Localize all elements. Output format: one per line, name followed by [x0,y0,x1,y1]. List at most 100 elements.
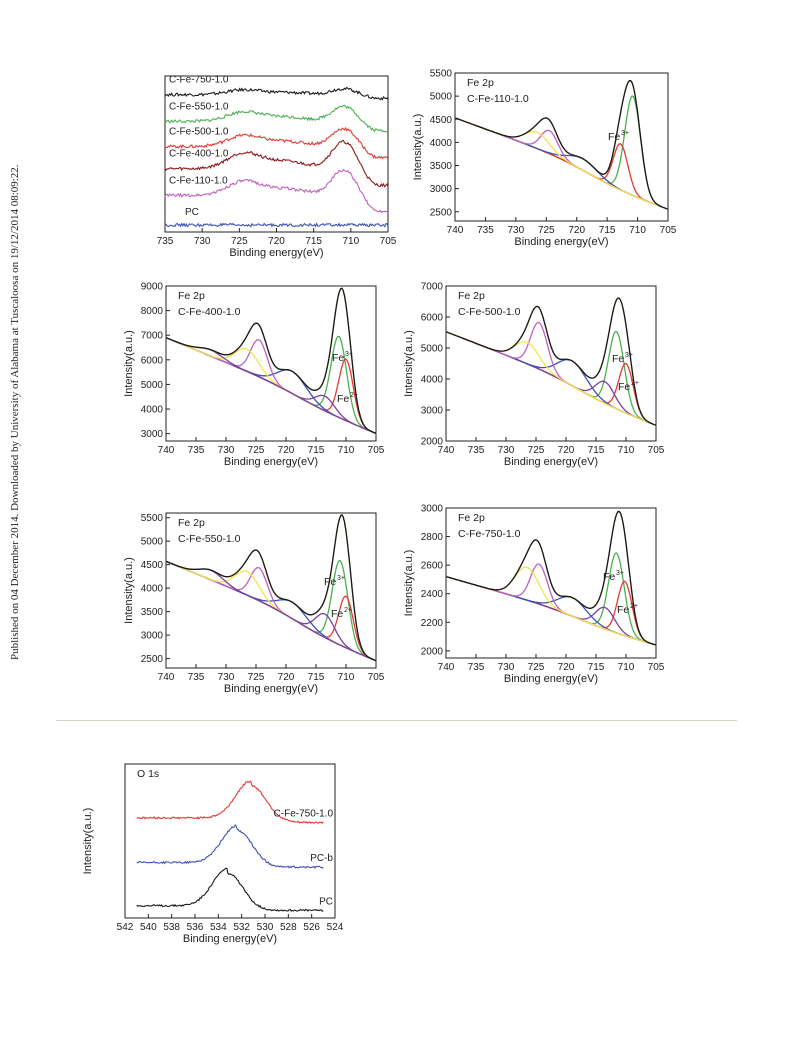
y-tick-label: 7000 [141,331,164,342]
y-tick-label: 4500 [141,560,164,571]
annotation-2plus: Fe [331,608,343,620]
series-line [164,86,389,101]
annotation-3plus-sup: 3+ [345,351,353,358]
annotation-2plus: Fe [618,381,630,393]
x-tick-label: 730 [218,445,235,456]
x-tick-label: 715 [305,236,322,247]
annotation-2plus-sup: 2+ [344,607,352,614]
x-tick-label: 735 [188,445,205,456]
annotation-2plus-sup: 2+ [630,603,638,610]
x-tick-label: 705 [368,445,385,456]
x-tick-label: 735 [477,225,494,236]
y-axis-title: Intensity(a.u.) [123,330,135,397]
x-tick-label: 720 [558,445,575,456]
x-tick-label: 725 [538,225,555,236]
series-line [164,169,389,214]
chart-fe2p-550: 740 735 730 725 720 715 710 705 Binding energy(e… [118,505,393,705]
x-tick-label: 735 [157,236,174,247]
x-tick-label: 735 [468,445,485,456]
chart-overview-svg: 735 730 725 720 715 710 705 Binding energy(eV) C… [157,75,397,259]
x-tick-label: 710 [618,445,635,456]
panel-subtitle: C-Fe-110-1.0 [467,93,529,105]
measured-spectrum [165,513,377,662]
panel-subtitle: C-Fe-550-1.0 [178,533,241,545]
y-tick-label: 2400 [421,589,444,600]
x-axis-title: Binding energy(eV) [229,247,323,259]
chart-fe2p-500-svg: 740 735 730 725 720 715 710 705 Binding energy(e… [403,282,665,469]
y-tick-label: 3000 [141,429,164,440]
panel-title: Fe 2p [178,290,205,302]
y-tick-label: 6000 [421,313,444,324]
background-line [454,117,669,210]
x-tick-label: 740 [438,445,455,456]
x-tick-label: 730 [194,236,211,247]
x-tick-label: 725 [231,236,248,247]
plot-frame [454,72,669,222]
fe3-2p12-component [454,117,669,210]
y-tick-label: 5000 [141,537,164,548]
fe2-component [454,117,669,210]
x-axis-title: Binding energy(eV) [504,456,598,468]
y-tick-label: 9000 [141,282,164,293]
y-tick-label: 3500 [430,161,453,172]
panel-title: Fe 2p [458,512,485,524]
y-tick-label: 5500 [430,69,453,80]
x-axis-title: Binding energy(eV) [183,933,277,945]
y-tick-label: 3000 [430,184,453,195]
chart-o1s: 542 540 538 536 534 532 530 528 526 524 Binding en… [82,758,365,963]
annotation-3plus-sup: 3+ [621,130,629,137]
chart-fe2p-750-svg: 740 735 730 725 720 715 710 705 Binding energy(e… [403,504,665,686]
chart-fe2p-400-svg: 740 735 730 725 720 715 710 705 Binding energy(e… [123,282,385,469]
annotation-2plus: Fe [617,604,629,616]
x-tick-label: 536 [187,922,204,933]
series-line [136,867,324,912]
y-axis-title: Intensity(a.u.) [403,550,415,617]
annotation-2plus-sup: 2+ [631,380,639,387]
annotation-3plus: Fe [332,352,344,364]
x-tick-label: 725 [528,445,545,456]
series-label: C-Fe-750-1.0 [274,809,334,820]
panel-title: Fe 2p [467,77,494,89]
x-tick-label: 524 [327,922,344,933]
x-tick-label: 730 [508,225,525,236]
chart-fe2p-110-svg: 740 735 730 725 720 715 710 705 Binding energy(e… [412,69,677,249]
series-line [164,139,389,188]
measured-spectrum [445,510,657,646]
x-tick-label: 538 [163,922,180,933]
x-tick-label: 725 [248,445,265,456]
x-axis-title: Binding energy(eV) [514,236,608,248]
x-tick-label: 740 [447,225,464,236]
y-tick-label: 3000 [141,631,164,642]
panel-subtitle: C-Fe-500-1.0 [458,306,521,318]
x-tick-label: 730 [498,662,515,673]
annotation-3plus-sup: 3+ [337,575,345,582]
x-tick-label: 710 [629,225,646,236]
side-note-text: Published on 04 December 2014. Downloade… [9,164,21,660]
y-axis-title: Intensity(a.u.) [82,808,94,875]
annotation-2plus-sup: 2+ [350,392,358,399]
x-tick-label: 725 [248,672,265,683]
x-tick-label: 720 [278,672,295,683]
series-label: PC-b [310,853,333,864]
y-tick-label: 2200 [421,618,444,629]
x-tick-label: 710 [338,445,355,456]
y-tick-label: 4500 [430,115,453,126]
y-tick-label: 3000 [421,406,444,417]
x-tick-label: 715 [588,445,605,456]
series-line [164,104,389,133]
x-tick-label: 715 [588,662,605,673]
measured-spectrum [454,80,669,210]
side-note-svg: Published on 04 December 2014. Downloade… [9,164,21,660]
y-tick-label: 5500 [141,513,164,524]
series-line [164,222,389,228]
y-tick-label: 5000 [430,92,453,103]
measured-spectrum [445,297,657,426]
x-tick-label: 715 [308,672,325,683]
y-tick-label: 8000 [141,306,164,317]
x-tick-label: 720 [558,662,575,673]
x-tick-label: 534 [210,922,227,933]
x-tick-label: 710 [618,662,635,673]
x-tick-label: 740 [158,445,175,456]
series-label: PC [319,896,333,907]
x-tick-label: 740 [438,662,455,673]
